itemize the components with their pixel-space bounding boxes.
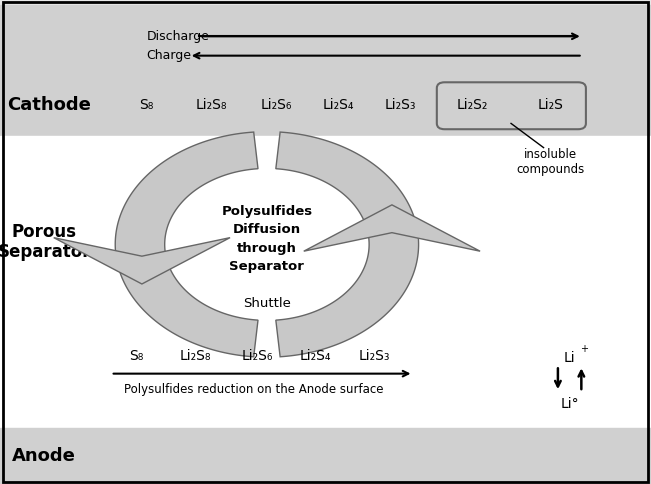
Text: Li₂S₄: Li₂S₄ — [300, 349, 331, 363]
Text: S₈: S₈ — [139, 98, 154, 112]
Text: Li₂S: Li₂S — [537, 98, 563, 112]
Polygon shape — [115, 132, 258, 357]
Polygon shape — [54, 238, 230, 284]
Text: Cathode: Cathode — [7, 96, 90, 114]
Text: Separator: Separator — [229, 260, 305, 273]
Text: Polysulfides reduction on the Anode surface: Polysulfides reduction on the Anode surf… — [124, 383, 383, 396]
Polygon shape — [304, 205, 480, 251]
Text: Li₂S₃: Li₂S₃ — [359, 349, 390, 363]
Text: Anode: Anode — [12, 447, 76, 465]
Text: Porous
Separator: Porous Separator — [0, 223, 91, 261]
Text: insoluble
compounds: insoluble compounds — [516, 148, 584, 176]
Text: Li₂S₆: Li₂S₆ — [242, 349, 273, 363]
Bar — [0, 136, 651, 428]
Bar — [0, 75, 651, 136]
Text: Shuttle: Shuttle — [243, 297, 291, 310]
Text: Li₂S₈: Li₂S₈ — [180, 349, 211, 363]
Bar — [0, 5, 651, 75]
Text: Discharge: Discharge — [146, 30, 210, 43]
Text: Li₂S₃: Li₂S₃ — [385, 98, 416, 112]
Bar — [0, 428, 651, 484]
Text: Li: Li — [564, 351, 575, 365]
Polygon shape — [276, 132, 419, 357]
Text: Polysulfides: Polysulfides — [221, 205, 312, 218]
Text: Li₂S₆: Li₂S₆ — [261, 98, 292, 112]
Text: through: through — [237, 242, 297, 255]
Text: Li₂S₈: Li₂S₈ — [196, 98, 227, 112]
Text: Li°: Li° — [561, 397, 579, 411]
Text: Li₂S₂: Li₂S₂ — [456, 98, 488, 112]
Text: Li₂S₄: Li₂S₄ — [323, 98, 354, 112]
Text: Charge: Charge — [146, 49, 191, 62]
Text: S₈: S₈ — [130, 349, 144, 363]
FancyBboxPatch shape — [437, 82, 586, 129]
Text: +: + — [580, 345, 588, 354]
Text: Diffusion: Diffusion — [233, 223, 301, 236]
